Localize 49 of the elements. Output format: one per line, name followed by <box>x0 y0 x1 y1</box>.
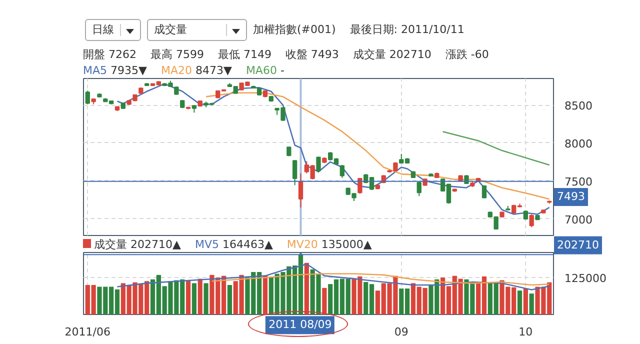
candlestick <box>292 160 298 186</box>
candlestick <box>482 184 487 199</box>
text: 8473▼ <box>195 64 232 77</box>
text: 成交量 <box>147 19 247 41</box>
y-tick-label: 8000 <box>564 137 592 150</box>
x-tick-label: 09 <box>394 326 408 338</box>
line-series <box>116 83 550 215</box>
crosshair-y-label: 7493 <box>554 188 588 206</box>
candlestick <box>416 182 422 197</box>
y-tick-label: 8500 <box>564 100 592 113</box>
candlestick <box>298 172 304 208</box>
candlestick <box>340 164 345 178</box>
candlestick <box>85 90 90 105</box>
bar <box>198 278 202 314</box>
chart-subtitle: 開盤 7262 最高 7599 最低 7149 收盤 7493 成交量 202710 漲跌 -60 <box>82 47 489 63</box>
bar <box>204 283 208 314</box>
bar <box>517 290 522 314</box>
candlestick <box>358 177 362 194</box>
bar <box>322 288 327 314</box>
line-series <box>442 130 550 166</box>
y-tick-label: 125000 <box>564 272 606 286</box>
y-tick-label: 7500 <box>564 175 592 188</box>
bar <box>523 288 528 314</box>
x-tick-label: 2011/06 <box>64 326 110 338</box>
text: MA5 <box>83 64 108 77</box>
text: 164463▲ <box>222 238 273 251</box>
text: 日線 <box>85 19 141 41</box>
crosshair-y-label: 202710 <box>554 236 602 254</box>
y-tick-label: 7000 <box>564 213 592 226</box>
text: MV20 <box>286 238 318 251</box>
bar <box>192 283 196 314</box>
text: - <box>280 64 284 77</box>
bar <box>529 294 534 314</box>
candlestick <box>529 214 534 228</box>
text: 7935▼ <box>110 64 147 77</box>
crosshair-x-label: 2011 08/09 <box>266 316 335 334</box>
text: 135000▲ <box>321 238 372 251</box>
text: MA60 <box>246 64 277 77</box>
bar <box>227 284 232 314</box>
line-series <box>205 92 550 200</box>
bar <box>186 280 191 314</box>
bar <box>262 276 268 314</box>
x-tick-label: 10 <box>518 326 533 338</box>
chart-title: 加權指數(#001) 最後日期: 2011/10/11 <box>253 22 464 38</box>
text: 202710▲ <box>130 238 181 251</box>
text: MA20 <box>160 64 192 77</box>
candlestick <box>316 156 321 174</box>
text: MV5 <box>194 238 219 251</box>
legend-label: 成交量 <box>94 238 127 251</box>
